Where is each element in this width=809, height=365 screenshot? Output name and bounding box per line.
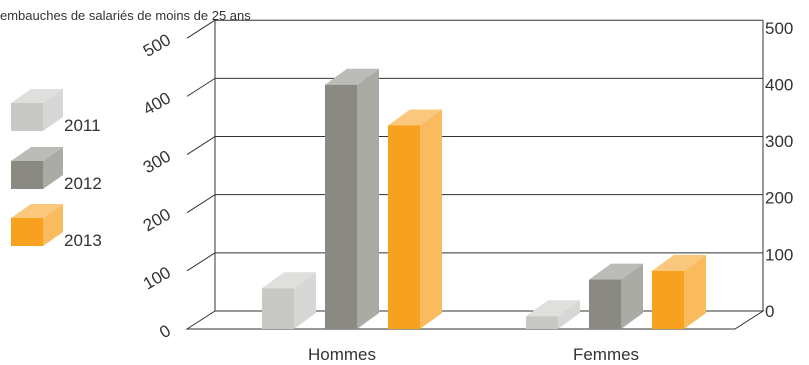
bar-top-face bbox=[388, 109, 442, 126]
bar-2011-hommes bbox=[262, 272, 316, 329]
bar-2012-hommes bbox=[325, 68, 379, 329]
y-tick-label-left: 500 bbox=[140, 30, 174, 61]
bar-2012-femmes bbox=[589, 263, 643, 329]
bar-front-face bbox=[325, 84, 357, 329]
bar-2013-femmes bbox=[652, 254, 706, 329]
bar-front-face bbox=[526, 316, 558, 329]
legend-swatch-top bbox=[11, 89, 63, 103]
legend-label: 2013 bbox=[64, 231, 102, 250]
legend-swatch bbox=[11, 103, 43, 131]
legend-label: 2012 bbox=[64, 174, 102, 193]
bar-front-face bbox=[262, 288, 294, 329]
chart-title: embauches de salariés de moins de 25 ans bbox=[0, 8, 251, 23]
legend-swatch-top bbox=[11, 204, 63, 218]
bar-2013-hommes bbox=[388, 109, 442, 329]
side-wall-line bbox=[186, 77, 216, 97]
bar-side-face bbox=[357, 68, 379, 329]
y-tick-label-left: 300 bbox=[140, 147, 174, 178]
y-tick-label-left: 400 bbox=[140, 88, 174, 119]
bar-side-face bbox=[558, 300, 580, 329]
side-wall-line bbox=[186, 136, 216, 155]
bar-2011-femmes bbox=[526, 300, 580, 329]
y-tick-label-right: 500 bbox=[765, 19, 793, 38]
y-tick-label-right: 100 bbox=[765, 245, 793, 264]
legend-item-2013: 2013 bbox=[11, 204, 102, 250]
x-category-label: Femmes bbox=[573, 345, 639, 364]
legend-swatch-top bbox=[11, 147, 63, 161]
bar-front-face bbox=[652, 270, 684, 329]
bar-top-face bbox=[262, 272, 316, 289]
bar-top-face bbox=[526, 300, 580, 317]
y-tick-label-left: 200 bbox=[140, 205, 174, 236]
bar-side-face bbox=[294, 272, 316, 329]
legend-swatch bbox=[11, 161, 43, 189]
bar-front-face bbox=[388, 125, 420, 329]
bar-top-face bbox=[589, 263, 643, 280]
y-tick-label-right: 0 bbox=[765, 302, 774, 321]
bar-side-face bbox=[420, 109, 442, 329]
bar-top-face bbox=[652, 254, 706, 271]
y-tick-label-right: 400 bbox=[765, 75, 793, 94]
y-tick-label-right: 200 bbox=[765, 189, 793, 208]
y-tick-label-right: 300 bbox=[765, 132, 793, 151]
y-tick-label-left: 100 bbox=[140, 263, 174, 294]
legend-item-2012: 2012 bbox=[11, 147, 102, 193]
side-wall-line bbox=[186, 194, 216, 214]
bar-top-face bbox=[325, 68, 379, 85]
x-category-label: Hommes bbox=[308, 345, 376, 364]
legend-label: 2011 bbox=[64, 116, 101, 135]
legend-swatch bbox=[11, 218, 43, 246]
bar-side-face bbox=[621, 263, 643, 329]
y-tick-label-left: 0 bbox=[156, 321, 174, 342]
side-wall-line bbox=[186, 252, 216, 272]
side-wall-line bbox=[186, 19, 216, 39]
legend-item-2011: 2011 bbox=[11, 89, 101, 135]
bar-side-face bbox=[684, 254, 706, 329]
bar-front-face bbox=[589, 279, 621, 329]
